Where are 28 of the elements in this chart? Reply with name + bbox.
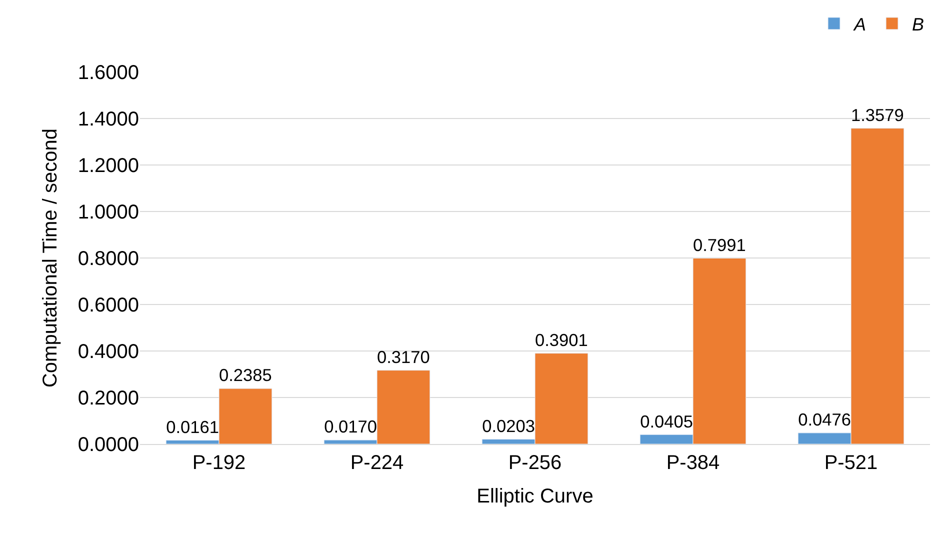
data-label: 0.7991 [693, 234, 746, 255]
y-axis-title: Computational Time / second [39, 128, 62, 388]
y-tick-label: 0.4000 [78, 341, 139, 363]
data-label: 0.2385 [219, 365, 272, 386]
y-tick-label: 0.8000 [78, 248, 139, 270]
x-tick-label: P-384 [666, 452, 720, 474]
y-tick-label: 1.2000 [78, 155, 139, 177]
data-label: 1.3579 [851, 104, 904, 125]
y-tick-label: 0.6000 [78, 294, 139, 316]
y-tick-label: 0.2000 [78, 388, 139, 410]
data-label: 0.0161 [166, 416, 219, 437]
x-axis-title: Elliptic Curve [476, 486, 594, 508]
data-label: 0.0203 [482, 416, 535, 436]
data-label: 0.0476 [798, 410, 851, 430]
x-tick-label: P-192 [192, 452, 246, 474]
y-tick-label: 1.4000 [78, 108, 139, 130]
y-tick-label: 1.6000 [78, 62, 139, 84]
x-tick-label: P-521 [824, 452, 878, 474]
data-label: 0.0170 [324, 416, 377, 437]
x-tick-label: P-224 [350, 452, 404, 474]
legend-label: B [912, 14, 924, 34]
legend-label: A [853, 14, 866, 34]
y-tick-label: 1.0000 [78, 202, 139, 224]
y-tick-label: 0.0000 [78, 434, 139, 456]
data-label: 0.0405 [640, 411, 693, 432]
x-tick-label: P-256 [508, 452, 562, 474]
data-label: 0.3901 [535, 330, 588, 350]
data-label: 0.3170 [377, 346, 430, 367]
